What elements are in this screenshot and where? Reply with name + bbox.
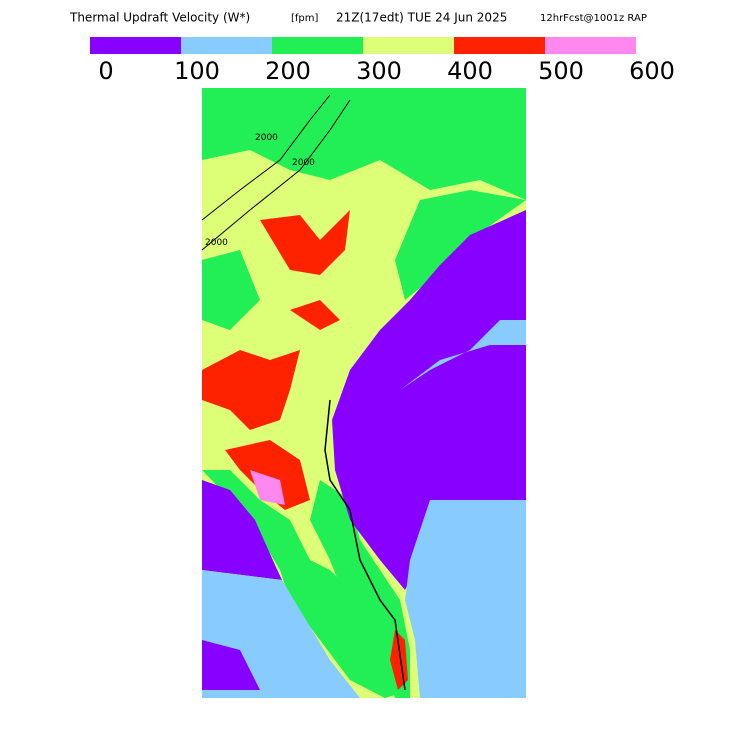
colorbar: 0 100 200 300 400 500 600 — [90, 37, 675, 85]
colorbar-segment — [454, 37, 545, 54]
colorbar-tick-label: 600 — [629, 57, 675, 85]
colorbar-tick-label: 0 — [98, 57, 113, 85]
green-north — [202, 88, 526, 200]
map: 2000 2000 2000 — [201, 88, 526, 698]
contour-line — [201, 94, 331, 221]
southern-waters — [405, 500, 526, 698]
red-georgia — [202, 350, 300, 430]
pink-patch — [250, 470, 285, 505]
red-panhandle — [225, 440, 310, 510]
colorbar-segment — [272, 37, 363, 54]
colorbar-tick-label: 100 — [174, 57, 220, 85]
colorbar-tick-label: 300 — [356, 57, 402, 85]
red-carolina — [260, 210, 350, 275]
atlantic — [332, 210, 526, 590]
valid-time: 21Z(17edt) TUE 24 Jun 2025 — [336, 11, 507, 25]
gulf-stream — [400, 320, 526, 390]
green-west — [202, 250, 260, 330]
colorbar-segment — [363, 37, 454, 54]
red-small — [290, 300, 340, 330]
contour-label: 2000 — [292, 158, 315, 168]
colorbar-tick-label: 400 — [447, 57, 493, 85]
contour-label: 2000 — [205, 238, 228, 248]
units: [fpm] — [291, 13, 319, 24]
colorbar-segment — [545, 37, 636, 54]
colorbar-tick-label: 500 — [538, 57, 584, 85]
green-gulf-coast — [202, 470, 410, 698]
forecast-info: 12hrFcst@1001z RAP — [540, 13, 647, 24]
gulf-north — [202, 480, 282, 580]
gulf-patch — [202, 640, 260, 690]
coastline — [324, 399, 406, 691]
colorbar-segment — [181, 37, 272, 54]
contour-line — [201, 99, 351, 251]
green-florida — [310, 480, 410, 698]
colorbar-segment — [90, 37, 181, 54]
contour-label: 2000 — [255, 133, 278, 143]
map-title: Thermal Updraft Velocity (W*) — [69, 11, 250, 25]
colorbar-tick-label: 200 — [265, 57, 311, 85]
